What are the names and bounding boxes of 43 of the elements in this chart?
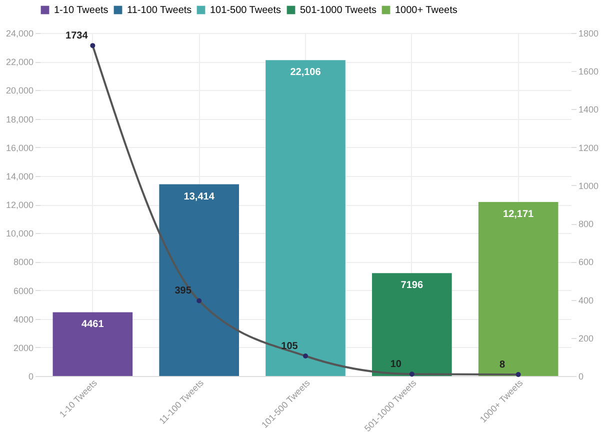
y2-tick-label: 1400 bbox=[578, 104, 599, 115]
point bbox=[90, 43, 96, 48]
y2-tick-label: 1800 bbox=[578, 28, 599, 38]
y-tick-label: 22,000 bbox=[6, 57, 34, 68]
data-label: 12,171 bbox=[503, 209, 534, 220]
data-label: 1734 bbox=[66, 30, 88, 42]
data-label: 7196 bbox=[400, 280, 424, 292]
data-label: 395 bbox=[174, 286, 192, 297]
legend-label: 11-100 Tweets bbox=[127, 5, 192, 16]
point bbox=[303, 353, 308, 358]
y2-tick-label: 1200 bbox=[578, 142, 599, 153]
data-label: 105 bbox=[281, 340, 298, 352]
data-label: 4461 bbox=[82, 319, 104, 330]
legend-label: 101-500 Tweets bbox=[210, 5, 281, 16]
y2-tick-label: 1000 bbox=[578, 180, 599, 191]
data-label: 22,106 bbox=[290, 67, 322, 78]
y-tick-label: 10,000 bbox=[6, 228, 34, 239]
data-label: 13,414 bbox=[184, 191, 215, 202]
y-tick-label: 12,000 bbox=[6, 200, 34, 210]
y-tick-label: 8000 bbox=[13, 257, 34, 268]
y2-tick-label: 200 bbox=[578, 333, 594, 344]
y-tick-label: 20,000 bbox=[6, 86, 34, 96]
y-tick-label: 18,000 bbox=[6, 114, 34, 124]
data-label: 10 bbox=[390, 359, 402, 370]
y2-tick-label: 400 bbox=[578, 295, 594, 306]
point bbox=[196, 298, 202, 304]
y-tick-label: 2000 bbox=[13, 342, 34, 353]
point bbox=[516, 372, 521, 377]
y-tick-label: 14,000 bbox=[6, 171, 34, 182]
y2-tick-label: 800 bbox=[578, 219, 594, 230]
legend-label: 1000+ Tweets bbox=[395, 5, 458, 16]
y2-tick-label: 0 bbox=[578, 372, 584, 382]
y-tick-label: 16,000 bbox=[6, 142, 34, 153]
y-tick-label: 6000 bbox=[13, 286, 34, 296]
y-tick-label: 0 bbox=[28, 372, 34, 382]
y2-tick-label: 1600 bbox=[578, 66, 599, 77]
y-tick-label: 24,000 bbox=[6, 28, 34, 38]
point bbox=[409, 372, 414, 377]
legend-label: 501-1000 Tweets bbox=[300, 5, 377, 16]
data-label: 8 bbox=[500, 359, 506, 370]
y-tick-label: 4000 bbox=[13, 314, 34, 324]
y2-tick-label: 600 bbox=[578, 257, 594, 268]
legend-label: 1-10 Tweets bbox=[54, 5, 108, 16]
